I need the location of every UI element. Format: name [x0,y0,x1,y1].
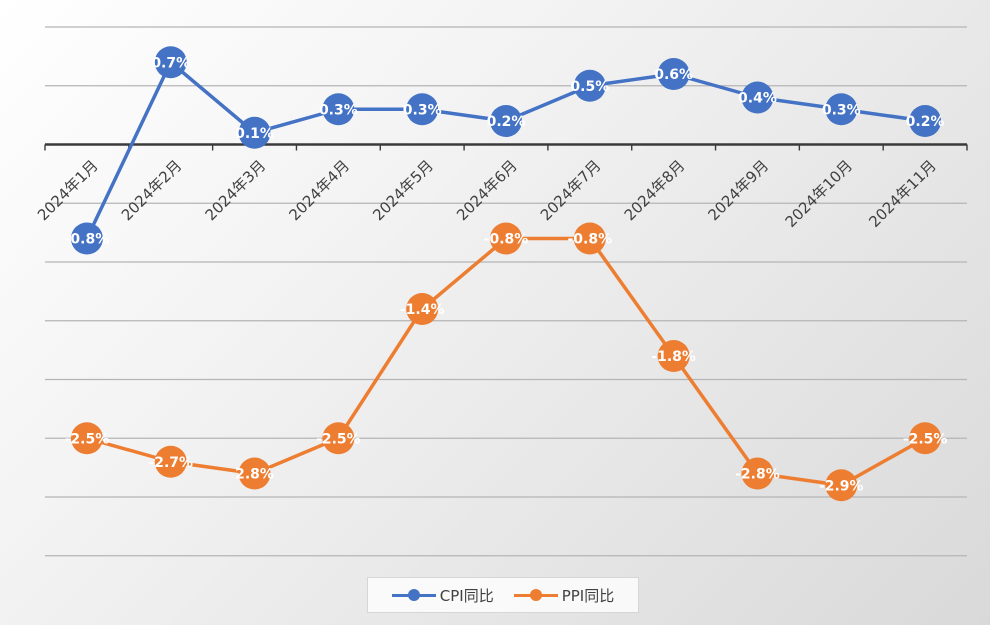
series-line [85,236,927,487]
data-point [741,81,774,114]
data-point [322,422,355,455]
x-tick-label: 2024年8月 [621,157,689,225]
data-label: 0.2% [487,114,526,130]
data-point [154,46,187,79]
data-label: -0.8% [65,232,110,248]
data-label: -2.5% [316,431,361,447]
x-tick-label: 2024年9月 [705,157,773,225]
data-point [657,58,690,90]
data-label: 2.8% [235,467,274,483]
data-point [573,69,606,102]
cpi-line-marker-icon [391,589,436,601]
data-point [322,93,355,126]
data-label: -2.7% [148,455,193,471]
data-point [406,293,439,325]
data-point [490,222,522,255]
data-label: 0.7% [151,55,190,71]
data-label: 0.2% [906,114,945,130]
data-label: -2.9% [819,478,864,494]
data-label: 0.3% [403,102,442,118]
ppi-line-marker-icon [513,589,558,601]
x-tick-label: 2024年6月 [453,157,521,225]
data-label: -2.5% [65,431,110,447]
data-label: 0.1% [235,126,274,142]
data-label: -0.8% [484,232,529,248]
data-label: 0.5% [570,79,609,95]
gridlines [45,26,967,557]
data-point [406,93,439,126]
x-axis: 2024年1月 2024年2月 2024年3月 2024年4月 2024年5月 2024年… [34,143,968,231]
data-point [909,105,942,137]
data-label: 0.3% [822,102,861,118]
legend-label-ppi: PPI同比 [561,586,615,605]
data-point [657,340,690,372]
data-point [825,93,858,126]
data-label: 0.3% [319,102,358,118]
x-tick-label: 2024年4月 [285,157,353,225]
data-point [238,116,271,149]
series-cpi: -0.8% 0.7% 0.1% 0.3% 0.3% 0.2% 0.5% 0.6% 0.4% 0.3… [65,46,945,255]
data-point [154,445,187,478]
legend-item-ppi: PPI同比 [513,585,615,606]
data-label: 0.6% [654,67,693,83]
data-point [825,469,858,502]
x-tick-label: 2024年10月 [782,157,856,231]
series-layer: -0.8% 0.7% 0.1% 0.3% 0.3% 0.2% 0.5% 0.6% 0.4% 0.3… [65,46,948,502]
series-ppi: -2.5% -2.7% 2.8% -2.5% -1.4% -0.8% -0.8% -1.8% -… [65,222,948,502]
x-tick-label: 2024年2月 [118,157,186,225]
legend: CPI同比 PPI同比 [367,577,639,613]
data-label: -1.8% [651,349,696,365]
data-point [490,105,522,137]
data-point [909,422,942,455]
data-point [70,222,103,255]
data-label: -0.8% [567,232,612,248]
x-tick-label: 2024年11月 [865,157,939,231]
data-point [741,457,774,490]
data-label: -2.8% [735,467,780,483]
x-tick-label: 2024年5月 [369,157,437,225]
data-point [573,222,606,255]
legend-label-cpi: CPI同比 [439,586,494,605]
x-tick-label: 2024年1月 [34,157,102,225]
x-tick-label: 2024年3月 [202,157,270,225]
data-label: -1.4% [400,302,445,318]
x-tick-label: 2024年7月 [537,157,605,225]
data-point [70,422,103,455]
data-point [238,457,271,490]
data-label: -2.5% [903,431,948,447]
data-label: 0.4% [738,91,777,107]
legend-item-cpi: CPI同比 [391,585,494,606]
